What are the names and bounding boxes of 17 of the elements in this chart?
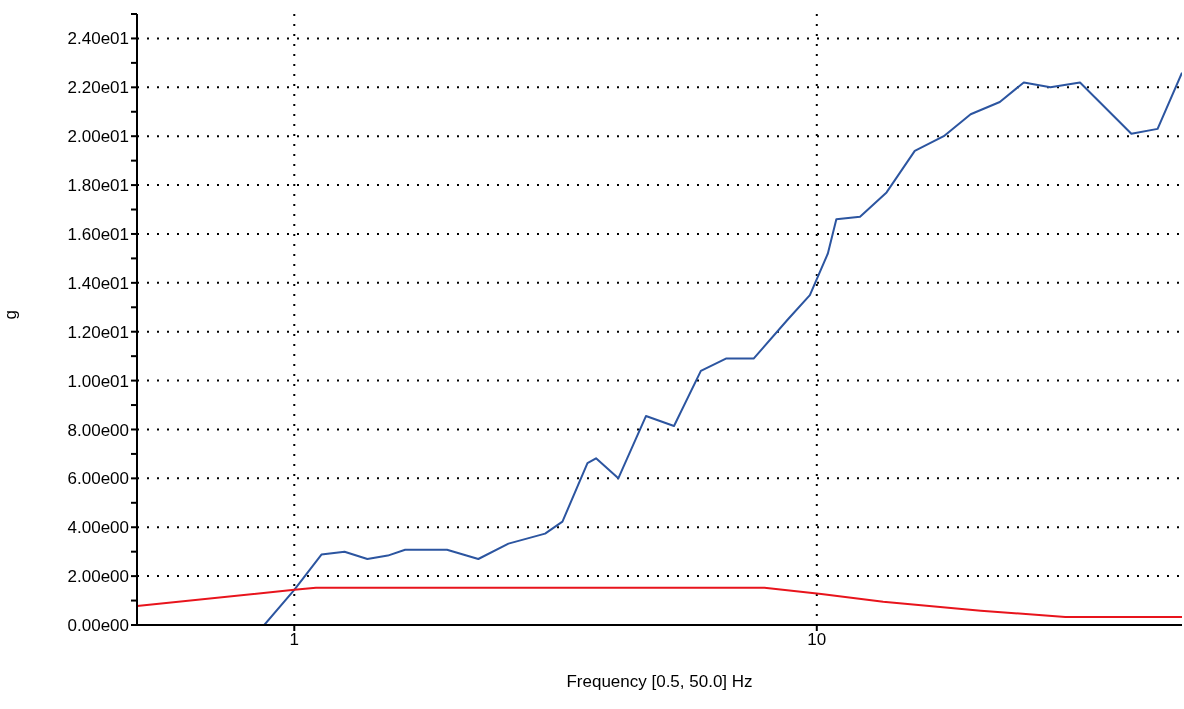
y-tick-label: 1.80e01 (67, 176, 129, 196)
y-tick-label: 2.20e01 (67, 78, 129, 98)
x-axis-title: Frequency [0.5, 50.0] Hz (566, 672, 753, 691)
y-tick-label: 2.40e01 (67, 29, 129, 49)
y-tick-label: 6.00e00 (67, 469, 129, 489)
y-tick-label: 1.00e01 (67, 371, 129, 391)
y-tick-label: 1.60e01 (67, 225, 129, 244)
y-tick-label: 1.40e01 (67, 273, 129, 293)
y-tick-label: 0.00e00 (67, 616, 129, 636)
x-tick-label: 10 (807, 630, 827, 650)
y-tick-label: 8.00e00 (67, 420, 129, 440)
x-tick-label: 1 (289, 630, 300, 650)
y-tick-label: 2.00e01 (67, 127, 129, 147)
y-tick-label: 4.00e00 (67, 518, 129, 538)
y-tick-label: 1.20e01 (67, 322, 129, 342)
y-tick-label: 2.00e00 (67, 567, 129, 587)
y-axis-title: g (1, 310, 21, 320)
